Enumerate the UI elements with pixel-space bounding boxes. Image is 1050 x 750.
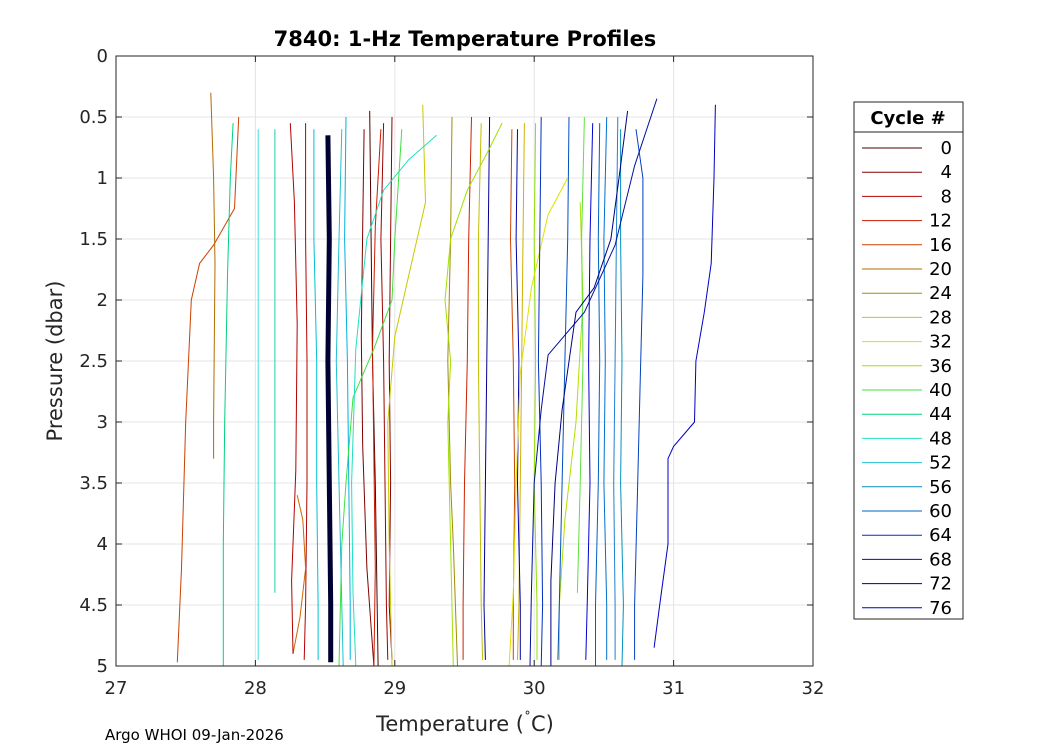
profile-line	[462, 116, 472, 660]
legend-label: 68	[929, 549, 952, 570]
legend-label: 12	[929, 211, 952, 232]
highlighted-profile-line	[325, 135, 334, 663]
series-line-cycle-68	[529, 98, 658, 667]
profile-line	[509, 129, 516, 660]
profile-line	[613, 116, 619, 660]
grid-lines	[115, 55, 814, 667]
legend: Cycle # 04812162024283236404448525660646…	[853, 101, 964, 620]
legend-label: 4	[941, 162, 952, 183]
legend-label: 36	[929, 356, 952, 377]
profile-line	[603, 116, 608, 660]
series-line-cycle-52	[335, 129, 344, 667]
series-line-cycle-16	[176, 116, 240, 663]
legend-label: 32	[929, 332, 952, 353]
profile-line	[292, 495, 307, 654]
legend-label: 48	[929, 428, 952, 449]
x-tick-label: 30	[523, 678, 546, 699]
profile-line	[517, 123, 525, 660]
profile-line	[634, 129, 644, 660]
profile-line	[533, 123, 538, 660]
profile-line	[585, 123, 594, 660]
profile-line	[576, 116, 585, 593]
y-tick-label: 4.5	[79, 595, 108, 616]
legend-label: 24	[929, 283, 952, 304]
x-tick-label: 32	[802, 678, 825, 699]
legend-box	[853, 101, 964, 620]
legend-label: 28	[929, 307, 952, 328]
profile-line	[477, 123, 484, 660]
x-axis-label: Temperature (˚C)	[375, 710, 554, 736]
y-tick-label: 1.5	[79, 229, 108, 250]
plot-lines	[176, 92, 716, 667]
y-axis-ticks: 0 0.5 1 1.5 2 2.5 3 3.5 4 4.5 5	[79, 46, 813, 677]
series-line-cycle-76	[653, 104, 716, 648]
profile-line	[344, 116, 351, 660]
legend-label: 8	[941, 186, 952, 207]
legend-label: 16	[929, 235, 952, 256]
x-tick-label: 28	[244, 678, 267, 699]
legend-label: 52	[929, 453, 952, 474]
series-line-cycle-24	[447, 116, 458, 667]
series-line-cycle-44	[222, 123, 234, 666]
series-line-cycle-20	[210, 92, 216, 459]
series-line-cycle-56	[620, 129, 624, 667]
x-tick-label: 27	[105, 678, 128, 699]
y-tick-label: 1	[97, 168, 108, 189]
series-line-cycle-72	[550, 110, 629, 666]
y-tick-label: 3	[97, 412, 108, 433]
series-line-cycle-28	[387, 104, 427, 667]
y-tick-label: 0	[97, 46, 108, 67]
legend-label: 56	[929, 477, 952, 498]
y-axis-label: Pressure (dbar)	[43, 281, 67, 442]
y-tick-label: 2.5	[79, 351, 108, 372]
legend-label: 60	[929, 501, 952, 522]
legend-label: 20	[929, 259, 952, 280]
series-line-cycle-4	[360, 129, 375, 667]
legend-label: 72	[929, 574, 952, 595]
series-line-cycle-32	[508, 177, 569, 667]
y-tick-label: 4	[97, 534, 108, 555]
legend-label: 0	[941, 138, 952, 159]
series-line-cycle-40	[338, 129, 403, 667]
series-line-cycle-60	[595, 123, 601, 666]
profile-line	[303, 123, 308, 660]
legend-label: 64	[929, 525, 952, 546]
legend-label: 76	[929, 598, 952, 619]
series-line-cycle-8	[289, 123, 298, 654]
footer-credit: Argo WHOI 09-Jan-2026	[105, 726, 284, 744]
chart-title: 7840: 1-Hz Temperature Profiles	[274, 27, 657, 51]
legend-label: 44	[929, 404, 952, 425]
series-line-cycle-64	[537, 116, 544, 667]
y-tick-label: 0.5	[79, 107, 108, 128]
series-line-cycle-48	[351, 134, 437, 667]
x-axis-ticks: 27 28 29 30 31 32	[105, 56, 825, 699]
profile-line	[557, 116, 570, 660]
legend-title: Cycle #	[870, 108, 945, 129]
series-line-cycle-36	[444, 122, 503, 667]
profile-line	[483, 116, 491, 660]
legend-label: 40	[929, 380, 952, 401]
y-tick-label: 2	[97, 290, 108, 311]
x-tick-label: 31	[662, 678, 685, 699]
profile-line	[313, 129, 319, 660]
profile-line	[380, 123, 389, 660]
x-tick-label: 29	[383, 678, 406, 699]
profile-line	[388, 116, 393, 660]
y-tick-label: 3.5	[79, 473, 108, 494]
degree-symbol: ˚	[524, 710, 531, 727]
y-tick-label: 5	[97, 656, 108, 677]
